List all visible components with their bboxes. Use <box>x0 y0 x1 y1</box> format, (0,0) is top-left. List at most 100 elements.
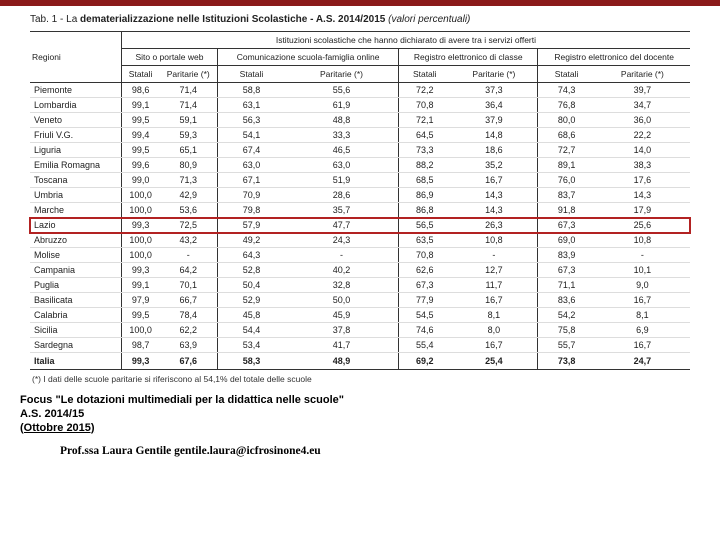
value-cell: 71,1 <box>538 278 595 293</box>
region-cell: Marche <box>30 203 121 218</box>
total-value: 24,7 <box>595 353 690 370</box>
value-cell: 62,6 <box>399 263 451 278</box>
value-cell: 72,2 <box>399 83 451 98</box>
total-value: 25,4 <box>450 353 538 370</box>
value-cell: 99,4 <box>121 128 159 143</box>
value-cell: 16,7 <box>450 293 538 308</box>
value-cell: 72,5 <box>159 218 217 233</box>
value-cell: 14,3 <box>450 188 538 203</box>
region-cell: Veneto <box>30 113 121 128</box>
value-cell: 52,8 <box>218 263 285 278</box>
value-cell: 25,6 <box>595 218 690 233</box>
table-row: Lombardia99,171,463,161,970,836,476,834,… <box>30 98 690 113</box>
value-cell: 64,5 <box>399 128 451 143</box>
value-cell: 79,8 <box>218 203 285 218</box>
value-cell: 99,3 <box>121 218 159 233</box>
value-cell: 80,0 <box>538 113 595 128</box>
value-cell: 35,2 <box>450 158 538 173</box>
value-cell: 52,9 <box>218 293 285 308</box>
value-cell: 14,3 <box>595 188 690 203</box>
value-cell: 10,1 <box>595 263 690 278</box>
header-supertitle: Istituzioni scolastiche che hanno dichia… <box>121 32 690 49</box>
value-cell: 14,0 <box>595 143 690 158</box>
value-cell: 100,0 <box>121 203 159 218</box>
value-cell: 100,0 <box>121 188 159 203</box>
value-cell: 68,5 <box>399 173 451 188</box>
sub-statali: Statali <box>399 66 451 83</box>
region-cell: Lazio <box>30 218 121 233</box>
title-bold: dematerializzazione nelle Istituzioni Sc… <box>80 14 385 25</box>
value-cell: 97,9 <box>121 293 159 308</box>
value-cell: 38,3 <box>595 158 690 173</box>
sub-statali: Statali <box>538 66 595 83</box>
total-value: 58,3 <box>218 353 285 370</box>
value-cell: 54,5 <box>399 308 451 323</box>
value-cell: 42,9 <box>159 188 217 203</box>
table-row: Puglia99,170,150,432,867,311,771,19,0 <box>30 278 690 293</box>
header-regioni: Regioni <box>30 32 121 83</box>
total-row: Italia99,367,658,348,969,225,473,824,7 <box>30 353 690 370</box>
value-cell: 68,6 <box>538 128 595 143</box>
region-cell: Basilicata <box>30 293 121 308</box>
region-cell: Molise <box>30 248 121 263</box>
value-cell: 45,8 <box>218 308 285 323</box>
table-row: Marche100,053,679,835,786,814,391,817,9 <box>30 203 690 218</box>
value-cell: 53,4 <box>218 338 285 353</box>
region-cell: Friuli V.G. <box>30 128 121 143</box>
value-cell: 34,7 <box>595 98 690 113</box>
value-cell: - <box>285 248 399 263</box>
value-cell: 71,3 <box>159 173 217 188</box>
sub-paritarie: Paritarie (*) <box>285 66 399 83</box>
total-value: 73,8 <box>538 353 595 370</box>
table-row: Liguria99,565,167,446,573,318,672,714,0 <box>30 143 690 158</box>
value-cell: 99,1 <box>121 98 159 113</box>
table-row: Campania99,364,252,840,262,612,767,310,1 <box>30 263 690 278</box>
caption-line1: Focus "Le dotazioni multimediali per la … <box>20 394 700 408</box>
sub-statali: Statali <box>218 66 285 83</box>
caption-line2: A.S. 2014/15 <box>20 408 700 422</box>
caption-line3: (Ottobre 2015) <box>20 422 700 436</box>
value-cell: 51,9 <box>285 173 399 188</box>
value-cell: - <box>159 248 217 263</box>
value-cell: 99,6 <box>121 158 159 173</box>
region-cell: Piemonte <box>30 83 121 98</box>
total-value: 99,3 <box>121 353 159 370</box>
table-row: Umbria100,042,970,928,686,914,383,714,3 <box>30 188 690 203</box>
value-cell: 88,2 <box>399 158 451 173</box>
table-title: Tab. 1 - La dematerializzazione nelle Is… <box>30 14 690 25</box>
value-cell: 32,8 <box>285 278 399 293</box>
value-cell: 55,4 <box>399 338 451 353</box>
sub-paritarie: Paritarie (*) <box>450 66 538 83</box>
table-row: Friuli V.G.99,459,354,133,364,514,868,62… <box>30 128 690 143</box>
sub-paritarie: Paritarie (*) <box>595 66 690 83</box>
region-cell: Sicilia <box>30 323 121 338</box>
value-cell: 99,5 <box>121 113 159 128</box>
value-cell: 54,2 <box>538 308 595 323</box>
value-cell: 16,7 <box>595 338 690 353</box>
value-cell: 37,9 <box>450 113 538 128</box>
sub-statali: Statali <box>121 66 159 83</box>
value-cell: 71,4 <box>159 83 217 98</box>
value-cell: 65,1 <box>159 143 217 158</box>
sub-paritarie: Paritarie (*) <box>159 66 217 83</box>
value-cell: 36,0 <box>595 113 690 128</box>
value-cell: 56,5 <box>399 218 451 233</box>
region-cell: Puglia <box>30 278 121 293</box>
table-row: Sicilia100,062,254,437,874,68,075,86,9 <box>30 323 690 338</box>
value-cell: 67,3 <box>399 278 451 293</box>
value-cell: 99,3 <box>121 263 159 278</box>
value-cell: 100,0 <box>121 248 159 263</box>
value-cell: - <box>595 248 690 263</box>
table-row: Molise100,0-64,3-70,8-83,9- <box>30 248 690 263</box>
value-cell: 98,7 <box>121 338 159 353</box>
value-cell: 16,7 <box>450 173 538 188</box>
value-cell: 63,0 <box>218 158 285 173</box>
value-cell: 72,7 <box>538 143 595 158</box>
value-cell: 83,9 <box>538 248 595 263</box>
value-cell: 73,3 <box>399 143 451 158</box>
value-cell: 9,0 <box>595 278 690 293</box>
table-row: Lazio99,372,557,947,756,526,367,325,6 <box>30 218 690 233</box>
value-cell: 61,9 <box>285 98 399 113</box>
value-cell: 63,0 <box>285 158 399 173</box>
value-cell: 67,3 <box>538 263 595 278</box>
